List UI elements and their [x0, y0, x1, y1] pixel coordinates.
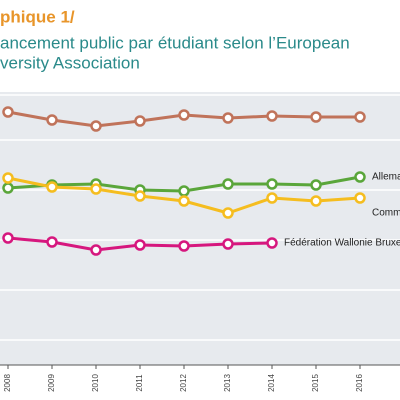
marker [310, 111, 322, 123]
marker [354, 171, 366, 183]
x-tick-label: 2014 [267, 374, 276, 392]
marker [354, 192, 366, 204]
marker [222, 112, 234, 124]
marker [134, 115, 146, 127]
marker [134, 239, 146, 251]
x-tick-label: 2016 [355, 374, 364, 392]
marker [354, 111, 366, 123]
series-label: Communau [372, 208, 400, 219]
series-label: Fédération Wallonie Bruxel [284, 238, 400, 249]
marker [2, 106, 14, 118]
marker [266, 178, 278, 190]
marker [2, 172, 14, 184]
marker [46, 181, 58, 193]
marker [222, 178, 234, 190]
marker [90, 120, 102, 132]
marker [178, 109, 190, 121]
marker [178, 185, 190, 197]
marker [178, 240, 190, 252]
marker [46, 114, 58, 126]
marker [310, 195, 322, 207]
series-label: Allema [372, 172, 400, 183]
marker [266, 237, 278, 249]
marker [178, 195, 190, 207]
marker [134, 190, 146, 202]
chart-subtitle: versity Association [0, 53, 140, 72]
plot-background [0, 92, 400, 365]
x-tick-label: 2011 [135, 374, 144, 392]
chart-subtitle: ancement public par étudiant selon l’Eur… [0, 33, 350, 52]
marker [90, 183, 102, 195]
x-tick-label: 2009 [47, 374, 56, 392]
x-tick-label: 2008 [3, 374, 12, 392]
marker [46, 236, 58, 248]
x-tick-label: 2015 [311, 374, 320, 392]
marker [266, 110, 278, 122]
marker [90, 244, 102, 256]
marker [2, 232, 14, 244]
marker [310, 179, 322, 191]
marker [2, 182, 14, 194]
marker [222, 238, 234, 250]
chart-title: phique 1/ [0, 7, 75, 26]
x-tick-label: 2010 [91, 374, 100, 392]
x-tick-label: 2012 [179, 374, 188, 392]
marker [222, 207, 234, 219]
x-tick-label: 2013 [223, 374, 232, 392]
marker [266, 192, 278, 204]
